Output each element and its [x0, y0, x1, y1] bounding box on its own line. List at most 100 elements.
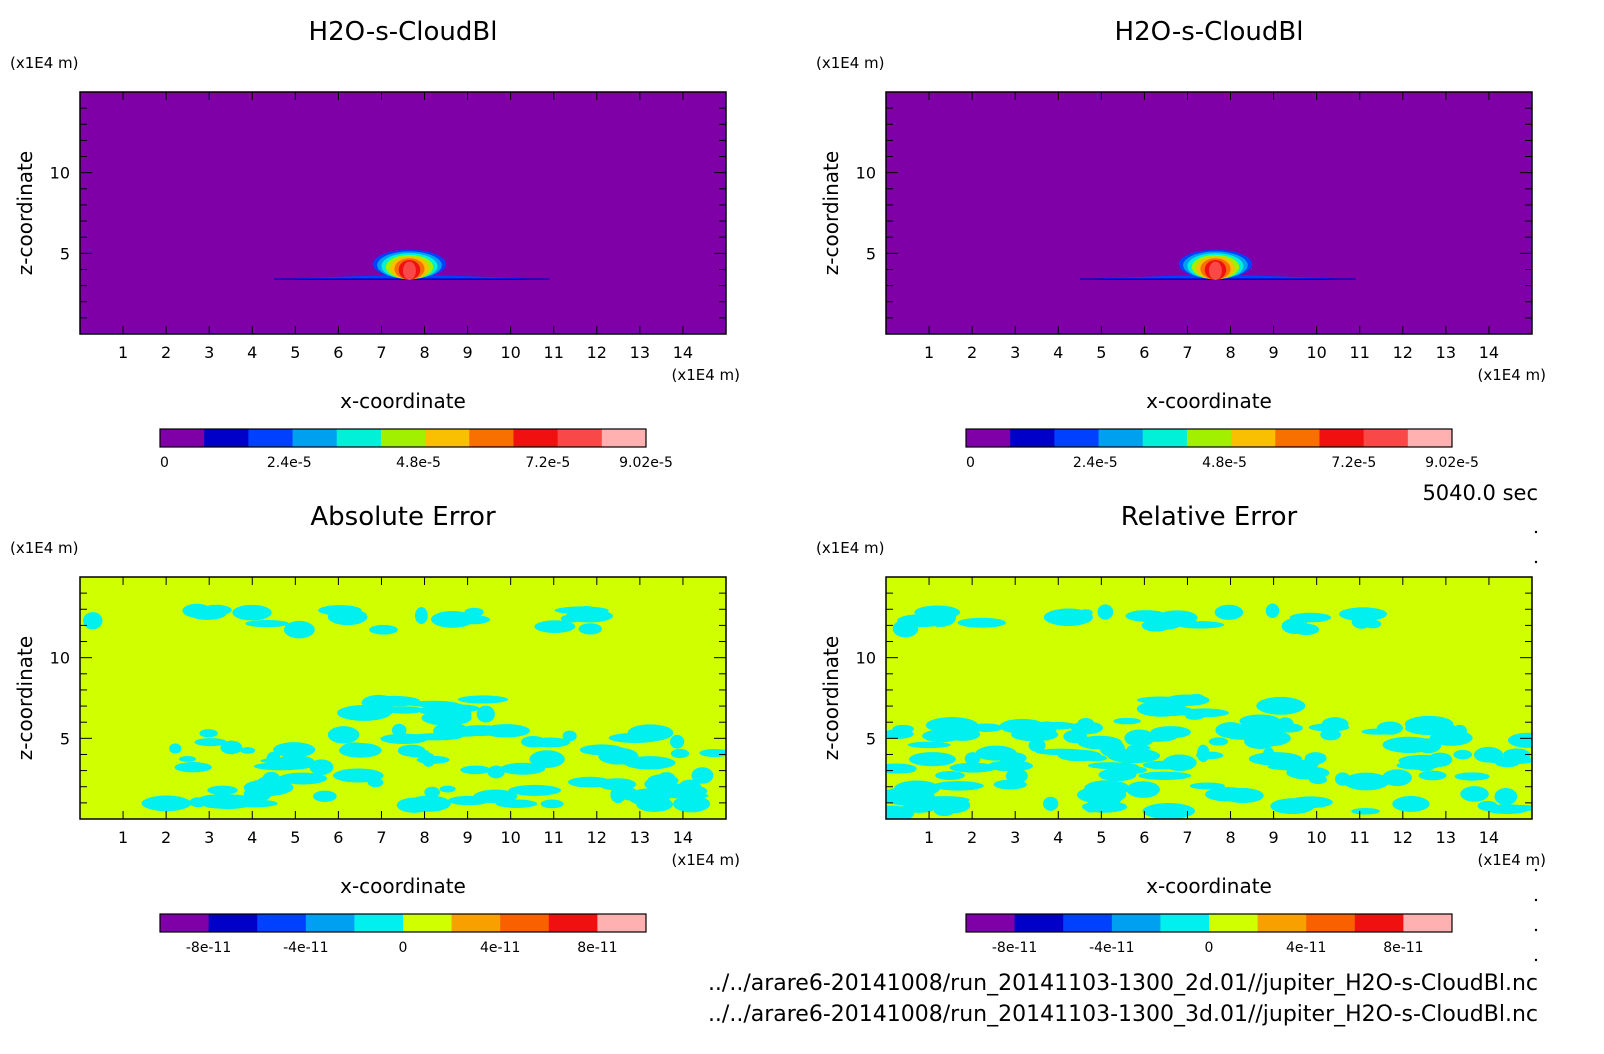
chart-title: H2O-s-CloudBl: [309, 17, 498, 47]
error-patch: [892, 724, 914, 733]
error-patch: [540, 799, 564, 809]
error-patch: [623, 756, 676, 770]
x-tick-label: 1: [118, 343, 128, 362]
x-tick-label: 11: [1350, 343, 1370, 362]
x-tick-label: 5: [1096, 828, 1106, 847]
error-patch: [1077, 786, 1127, 804]
file-path-3d: ../../arare6-20141008/run_20141103-1300_…: [708, 1002, 1538, 1027]
x-tick-label: 9: [463, 828, 473, 847]
error-patch: [1265, 603, 1280, 619]
error-patch: [894, 780, 940, 797]
x-tick-label: 7: [376, 343, 386, 362]
colorbar-swatch: [557, 429, 603, 447]
error-patch: [169, 743, 182, 754]
error-patch: [935, 771, 965, 780]
colorbar: -8e-11 -4e-11 0 4e-11 8e-11: [965, 913, 1453, 956]
colorbar-swatch: [1063, 914, 1113, 932]
error-patch: [220, 740, 243, 755]
colorbar-swatch: [336, 429, 382, 447]
error-patch: [274, 755, 316, 770]
error-patch: [673, 795, 711, 813]
error-patch: [333, 768, 384, 783]
cloud-contour: [403, 261, 416, 280]
error-patch: [207, 785, 238, 795]
x-tick-label: 1: [118, 828, 128, 847]
error-patch: [1252, 730, 1291, 747]
x-tick-label: 11: [544, 828, 564, 847]
colorbar-swatch: [451, 914, 501, 932]
x-tick-label: 13: [1436, 828, 1456, 847]
x-tick-label: 7: [376, 828, 386, 847]
colorbar-swatch: [257, 914, 307, 932]
colorbar-swatch: [305, 914, 355, 932]
error-patch: [1038, 721, 1077, 730]
x-axis-label: x-coordinate: [340, 389, 466, 413]
error-patch: [179, 756, 196, 763]
x-tick-label: 2: [967, 828, 977, 847]
error-patch: [568, 776, 612, 788]
error-patch: [610, 786, 626, 804]
field-features: [886, 603, 1532, 819]
error-patch: [1494, 788, 1518, 805]
error-patch: [670, 748, 690, 759]
error-patch: [987, 760, 1034, 772]
right-edge-dots: [1534, 530, 1538, 962]
plot-frame: [79, 91, 727, 335]
x-tick-label: 6: [1139, 343, 1149, 362]
error-patch: [278, 772, 328, 785]
error-patch: [669, 734, 685, 749]
x-tick-label: 3: [1010, 828, 1020, 847]
chart-title: Relative Error: [1121, 502, 1298, 532]
colorbar-swatch: [292, 429, 338, 447]
error-patch: [1361, 728, 1395, 735]
error-patch: [1156, 610, 1198, 626]
error-patch: [1208, 737, 1229, 746]
error-patch: [439, 785, 456, 793]
error-patch: [408, 733, 463, 741]
error-patch: [500, 762, 546, 775]
error-patch: [1243, 718, 1261, 731]
error-patch: [1042, 796, 1059, 811]
x-tick-label: 8: [1225, 828, 1235, 847]
error-patch: [313, 790, 337, 802]
x-unit-label: (x1E4 m): [671, 366, 740, 384]
colorbar-label: -8e-11: [186, 940, 231, 956]
error-patch: [1261, 720, 1278, 732]
x-tick-label: 3: [204, 343, 214, 362]
y-unit-label: (x1E4 m): [816, 54, 885, 72]
y-tick-label: 5: [60, 729, 70, 748]
colorbar-swatch: [403, 914, 453, 932]
x-tick-label: 6: [1139, 828, 1149, 847]
error-patch: [250, 610, 265, 618]
x-tick-label: 12: [587, 828, 607, 847]
error-patch: [457, 695, 509, 704]
error-patch: [446, 703, 468, 719]
error-patch: [1284, 760, 1303, 774]
error-patch: [578, 623, 603, 635]
error-patch: [199, 729, 218, 738]
plot-frame: [885, 91, 1533, 335]
plot-frame: [885, 576, 1533, 820]
error-patch: [391, 723, 407, 737]
x-tick-label: 10: [500, 828, 520, 847]
error-patch: [273, 742, 316, 758]
error-patch: [562, 730, 577, 742]
error-patch: [1351, 807, 1380, 815]
colorbar: -8e-11 -4e-11 0 4e-11 8e-11: [159, 913, 647, 956]
error-patch: [1343, 772, 1390, 791]
y-tick-label: 5: [866, 244, 876, 263]
x-tick-label: 4: [247, 343, 257, 362]
colorbar-swatch: [1275, 429, 1320, 447]
x-unit-label: (x1E4 m): [671, 851, 740, 869]
error-patch: [968, 723, 1004, 732]
error-patch: [327, 608, 368, 626]
error-patch: [1087, 762, 1131, 770]
y-axis-label: z-coordinate: [819, 151, 843, 275]
y-unit-label: (x1E4 m): [816, 539, 885, 557]
x-tick-label: 9: [463, 343, 473, 362]
error-patch: [1507, 732, 1532, 748]
colorbar-frame: [965, 913, 1453, 933]
error-patch: [340, 742, 369, 756]
colorbar-swatch: [469, 429, 514, 447]
error-patch: [1136, 733, 1177, 742]
